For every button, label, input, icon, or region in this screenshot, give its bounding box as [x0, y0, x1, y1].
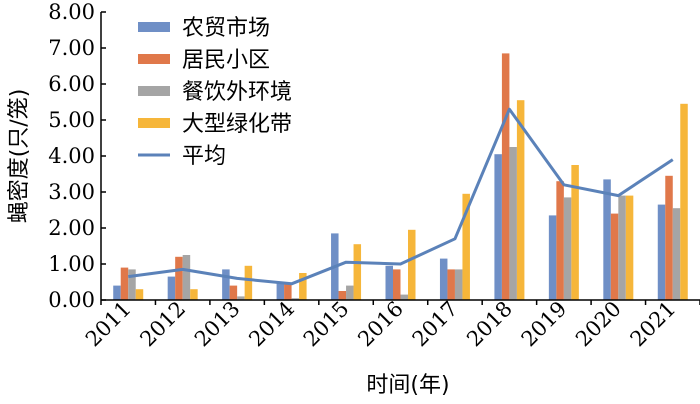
y-tick-label: 8.00 [48, 0, 95, 24]
x-tick-label: 2016 [353, 297, 408, 352]
bar-2012-s2 [182, 255, 191, 300]
bar-2019-s0 [548, 215, 557, 300]
bar-2015-s1 [338, 291, 347, 300]
bar-2017-s1 [447, 269, 455, 300]
legend-swatch [138, 22, 170, 32]
y-tick-label: 5.00 [48, 108, 95, 132]
bar-2018-s0 [494, 154, 502, 300]
bar-2013-s1 [229, 285, 238, 300]
x-ticks: 2011 2012 2013 2014 2015 2016 2017 2018 2019 2020… [81, 297, 700, 352]
x-tick-label: 2017 [408, 297, 463, 352]
bar-2020-s2 [618, 195, 626, 300]
y-axis-title: 蝇密度(只/笼) [7, 89, 32, 224]
bar-2017-s3 [462, 193, 470, 300]
bar-2017-s2 [454, 269, 463, 300]
bars-layer [113, 53, 688, 301]
x-axis-title: 时间(年) [366, 373, 449, 398]
bar-2013-s3 [244, 265, 253, 300]
legend-swatch [138, 86, 170, 96]
y-tick-label: 1.00 [48, 252, 95, 276]
bar-2018-s3 [516, 100, 525, 300]
bar-2017-s0 [439, 258, 448, 300]
bar-2011-s1 [120, 267, 129, 300]
legend-swatch [138, 118, 170, 128]
x-tick-label: 2014 [244, 297, 299, 352]
bar-2020-s0 [603, 179, 611, 300]
bar-2016-s2 [400, 294, 408, 300]
legend-label: 居民小区 [182, 48, 270, 73]
x-tick-label: 2012 [135, 297, 190, 352]
y-ticks: 0.00 1.00 2.00 3.00 4.00 5.00 6.00 7.00 8.00 [48, 0, 106, 312]
bar-2021-s2 [672, 208, 681, 300]
y-tick-label: 4.00 [48, 144, 95, 168]
x-tick-label: 2019 [517, 297, 572, 352]
bar-2014-s0 [276, 282, 285, 300]
bar-2019-s3 [571, 165, 579, 300]
legend-label: 餐饮外环境 [182, 80, 292, 105]
bar-2013-s0 [222, 269, 230, 300]
x-tick-label: 2018 [462, 297, 517, 352]
bar-2016-s3 [408, 229, 416, 300]
legend-label: 平均 [182, 144, 226, 169]
bar-2012-s0 [167, 276, 176, 300]
y-tick-label: 3.00 [48, 180, 95, 204]
x-tick-label: 2015 [299, 297, 354, 352]
legend-label: 农贸市场 [182, 16, 270, 41]
bar-2014-s3 [299, 273, 307, 300]
bar-2019-s1 [556, 181, 564, 300]
bar-2014-s2 [291, 298, 300, 300]
y-tick-label: 2.00 [48, 216, 95, 240]
x-tick-label: 2020 [571, 297, 626, 352]
bar-2015-s2 [346, 285, 354, 300]
y-tick-label: 7.00 [48, 36, 95, 60]
bar-2019-s2 [563, 197, 572, 300]
y-tick-label: 6.00 [48, 72, 95, 96]
average-line [128, 107, 674, 286]
bar-2012-s1 [175, 256, 183, 300]
bar-2021-s3 [680, 103, 688, 300]
bar-2016-s0 [385, 265, 393, 300]
y-tick-label: 0.00 [48, 288, 95, 312]
bar-2015-s3 [353, 244, 362, 300]
bar-2011-s3 [135, 289, 144, 300]
bar-2011-s2 [128, 269, 136, 300]
bar-2011-s0 [113, 285, 121, 300]
x-tick-label: 2021 [626, 297, 681, 352]
bar-2020-s3 [625, 195, 634, 300]
bar-2018-s2 [509, 147, 517, 300]
bar-2016-s1 [393, 269, 401, 300]
bar-2021-s0 [657, 204, 666, 300]
legend-label: 大型绿化带 [182, 112, 292, 137]
legend-swatch [138, 54, 170, 64]
bar-2014-s1 [284, 283, 292, 300]
x-tick-label: 2013 [190, 297, 245, 352]
bar-2021-s1 [665, 175, 673, 300]
bar-2020-s1 [610, 213, 619, 300]
bar-2012-s3 [190, 289, 198, 300]
bar-2013-s2 [237, 296, 245, 300]
bar-2018-s1 [501, 53, 510, 301]
average-line-layer [128, 107, 674, 286]
